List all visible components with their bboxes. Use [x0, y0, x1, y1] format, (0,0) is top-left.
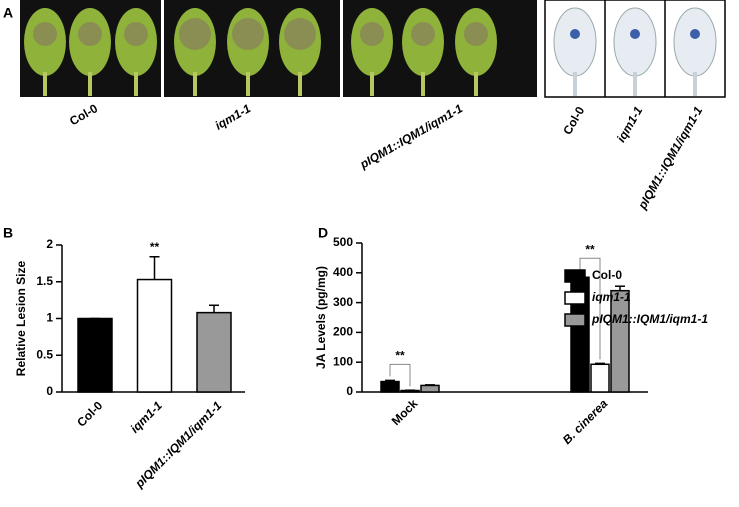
legend-swatch [564, 291, 586, 305]
leaf-stem [633, 72, 637, 96]
legend-swatch [564, 269, 586, 283]
photo-label: iqm1-1 [213, 101, 254, 133]
leaf-stem [693, 72, 697, 96]
leaf-stem [88, 72, 92, 96]
panel-label: A [3, 5, 13, 21]
legend-label: iqm1-1 [592, 290, 631, 304]
significance-bracket [579, 257, 601, 360]
significance: ** [395, 349, 405, 363]
leaf-stem [421, 72, 425, 96]
leaf-stem [43, 72, 47, 96]
lesion [690, 29, 700, 39]
leaf [553, 7, 597, 77]
leaf-stem [134, 72, 138, 96]
lesion [179, 18, 211, 50]
bar [590, 363, 610, 393]
leaf-stem [370, 72, 374, 96]
y-tick-label: 100 [333, 354, 353, 368]
leaf [613, 7, 657, 77]
y-axis-label: Relative Lesion Size [14, 260, 28, 376]
bar [380, 380, 400, 393]
lesion [284, 18, 316, 50]
y-tick-label: 0 [346, 384, 353, 398]
legend-label: pIQM1::IQM1/iqm1-1 [591, 312, 708, 326]
x-tick-label: Col-0 [74, 398, 105, 429]
leaf-stem [193, 72, 197, 96]
bar [77, 317, 113, 393]
lesion [411, 22, 435, 46]
legend-label: Col-0 [592, 268, 622, 282]
lesion [78, 22, 102, 46]
lesion [33, 22, 57, 46]
y-tick-label: 200 [333, 325, 353, 339]
panel-label: D [318, 225, 328, 241]
significance-bracket [389, 363, 411, 387]
y-tick-label: 500 [333, 235, 353, 249]
photo-label: pIQM1::IQM1/iqm1-1 [635, 104, 706, 213]
y-tick-label: 0.5 [36, 347, 53, 361]
leaf-stem [474, 72, 478, 96]
lesion [124, 22, 148, 46]
bar [420, 384, 440, 393]
x-tick-label: B. cinerea [560, 396, 611, 447]
bar [610, 289, 630, 393]
photo-label: Col-0 [67, 101, 100, 128]
leaf-stem [298, 72, 302, 96]
significance: ** [150, 240, 160, 254]
photo-label: Col-0 [560, 104, 587, 137]
leaf-stem [573, 72, 577, 96]
photo-label: pIQM1::IQM1/iqm1-1 [357, 101, 466, 172]
y-tick-label: 1.5 [36, 274, 53, 288]
lesion [464, 22, 488, 46]
y-axis-label: JA Levels (pg/mg) [314, 266, 328, 369]
lesion [360, 22, 384, 46]
lesion [232, 18, 264, 50]
legend-swatch [564, 313, 586, 327]
leaf [673, 7, 717, 77]
lesion [570, 29, 580, 39]
y-tick-label: 0 [46, 384, 53, 398]
lesion [630, 29, 640, 39]
photo-label: iqm1-1 [614, 104, 646, 145]
y-tick-label: 400 [333, 265, 353, 279]
y-tick-label: 300 [333, 295, 353, 309]
bar [196, 311, 232, 393]
significance: ** [585, 242, 595, 256]
bar [136, 278, 173, 393]
panel-label: B [3, 225, 13, 241]
y-tick-label: 2 [46, 237, 53, 251]
y-tick-label: 1 [46, 311, 53, 325]
x-tick-label: Mock [389, 396, 421, 428]
x-tick-label: iqm1-1 [128, 398, 165, 435]
leaf-stem [246, 72, 250, 96]
